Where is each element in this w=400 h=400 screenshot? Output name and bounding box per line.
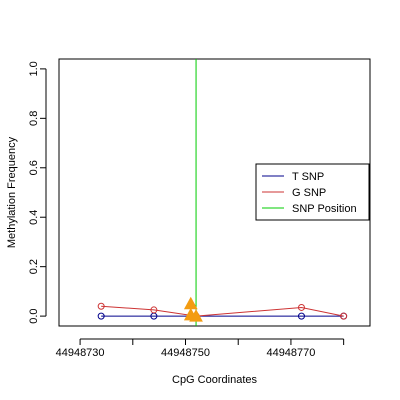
data-point-g-snp [150, 306, 158, 314]
plot-frame [58, 58, 371, 327]
y-tick-label: 0.4 [28, 210, 40, 225]
x-axis-title: CpG Coordinates [172, 374, 257, 386]
x-tick-label: 44948730 [56, 347, 105, 359]
x-tick-label: 44948750 [161, 347, 210, 359]
y-axis: 0.0 0.2 0.4 0.6 0.8 1.0 [28, 61, 47, 324]
data-point-g-snp [97, 302, 105, 310]
data-point-g-snp [340, 312, 348, 320]
data-point-t-snp [297, 312, 305, 320]
x-axis: 44948730 44948750 44948770 [56, 338, 345, 359]
y-tick-label: 0.8 [28, 111, 40, 126]
y-tick-label: 0.6 [28, 160, 40, 175]
y-axis-title: Methylation Frequency [6, 136, 18, 248]
series-line-g-snp [101, 305, 344, 317]
y-tick-label: 1.0 [28, 61, 40, 76]
snp-marker [183, 296, 198, 310]
legend-label-snp-position: SNP Position [292, 203, 357, 215]
data-point-g-snp [297, 303, 305, 311]
legend: T SNP G SNP SNP Position [255, 163, 370, 221]
snp-marker [189, 309, 203, 322]
legend-label-g-snp: G SNP [292, 187, 326, 199]
legend-label-t-snp: T SNP [292, 171, 324, 183]
x-tick-label: 44948770 [266, 347, 315, 359]
data-point-t-snp [97, 312, 105, 320]
y-tick-label: 0.2 [28, 259, 40, 274]
series-layer [97, 59, 348, 326]
y-tick-label: 0.0 [28, 308, 40, 323]
